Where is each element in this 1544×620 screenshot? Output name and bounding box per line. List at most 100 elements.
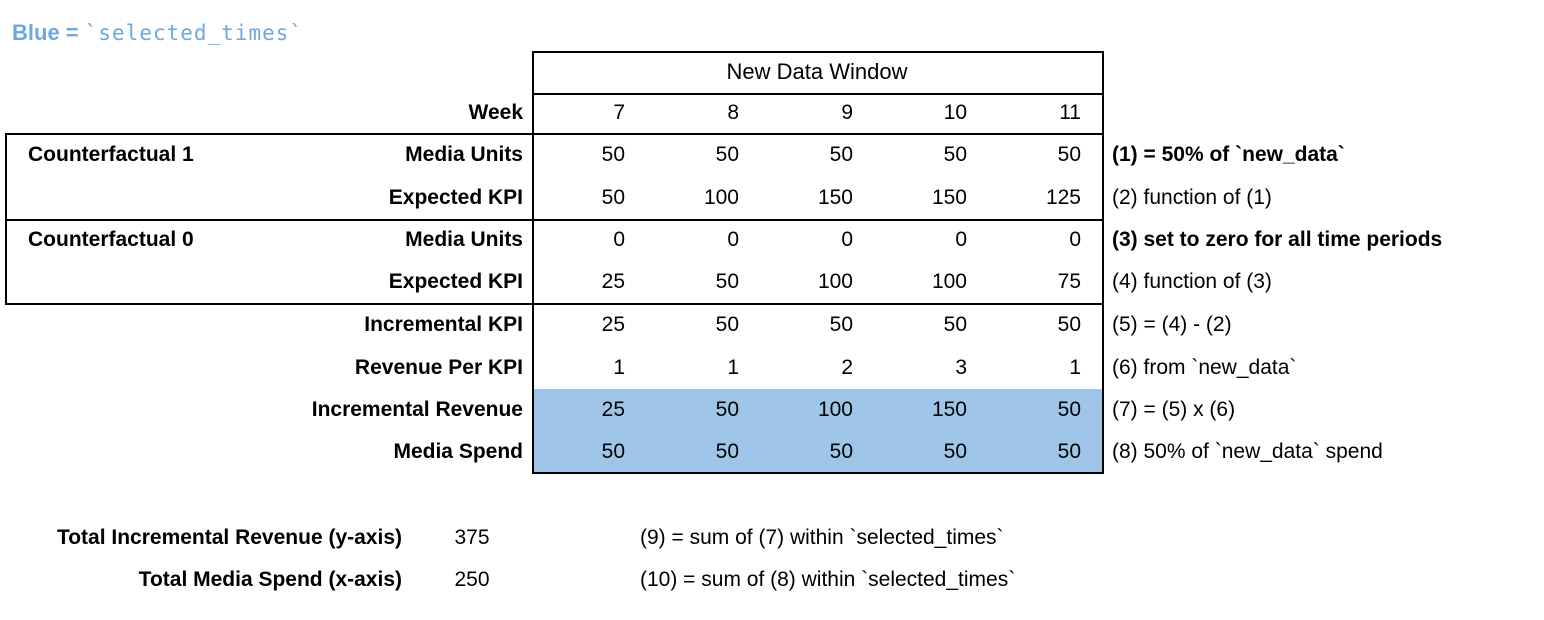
- row-label-zone: Incremental Revenue: [0, 389, 532, 431]
- selected-times-highlight: [534, 389, 1102, 473]
- data-cell: 1: [1069, 355, 1081, 379]
- data-cell: 3: [955, 355, 967, 379]
- total-media-spend-row: Total Media Spend (x-axis) 250 (10) = su…: [0, 559, 1544, 601]
- row-label: Expected KPI: [388, 185, 523, 209]
- row-note: (3) set to zero for all time periods: [1112, 228, 1443, 251]
- data-cell: 100: [817, 398, 853, 421]
- table-border-line: [5, 133, 1104, 135]
- data-cell: 50: [715, 398, 739, 421]
- data-cell: 25: [601, 270, 625, 293]
- table-border-line: [5, 219, 1104, 221]
- data-cell: 0: [613, 228, 625, 251]
- table-row: Revenue Per KPI 1 1 2 3 1 (6) from `new_…: [0, 346, 1544, 389]
- row-label: Revenue Per KPI: [354, 355, 523, 379]
- title-code: `selected_times`: [84, 21, 304, 45]
- data-cell: 0: [727, 228, 739, 251]
- data-cell: 0: [1069, 228, 1081, 251]
- data-cell: 100: [817, 270, 853, 293]
- data-cell: 50: [1057, 312, 1081, 336]
- total-incremental-revenue-row: Total Incremental Revenue (y-axis) 375 (…: [0, 517, 1544, 559]
- data-cell: 50: [1057, 440, 1081, 463]
- data-cell: 50: [601, 185, 625, 209]
- table-border-line: [5, 303, 1104, 305]
- row-label: Media Units: [405, 142, 523, 166]
- table-border-line: [532, 51, 534, 474]
- data-cell: 50: [943, 142, 967, 166]
- row-note: (6) from `new_data`: [1112, 355, 1297, 379]
- table-row: Counterfactual 1 Media Units 50 50 50 50…: [0, 133, 1544, 176]
- data-cell: 25: [601, 398, 625, 421]
- table-border-line: [5, 133, 7, 305]
- total-note: (10) = sum of (8) within `selected_times…: [640, 568, 1016, 591]
- total-label: Total Incremental Revenue (y-axis): [56, 526, 402, 549]
- data-cell: 50: [1057, 142, 1081, 166]
- table-row: Counterfactual 0 Media Units 0 0 0 0 0 (…: [0, 219, 1544, 261]
- row-note: (4) function of (3): [1112, 270, 1272, 293]
- data-cell: 50: [715, 270, 739, 293]
- data-cell: 50: [829, 142, 853, 166]
- row-note: (1) = 50% of `new_data`: [1112, 142, 1345, 166]
- row-label-zone: Expected KPI: [0, 176, 532, 219]
- data-cell: 0: [841, 228, 853, 251]
- data-cell: 50: [601, 142, 625, 166]
- row-label-zone: Counterfactual 0 Media Units: [0, 219, 532, 261]
- week-cell: 11: [1059, 101, 1081, 124]
- total-note: (9) = sum of (7) within `selected_times`: [640, 526, 1004, 549]
- data-cell: 0: [955, 228, 967, 251]
- week-row: Week 7 8 9 10 11: [0, 93, 1544, 133]
- data-cell: 75: [1057, 270, 1081, 293]
- row-label-zone: Media Spend: [0, 431, 532, 473]
- section-label: Counterfactual 0: [28, 228, 194, 251]
- total-value: 250: [454, 568, 490, 591]
- data-cell: 2: [841, 355, 853, 379]
- data-cell: 150: [931, 185, 967, 209]
- data-cell: 150: [817, 185, 853, 209]
- week-cell: 8: [727, 101, 739, 124]
- data-cell: 50: [829, 440, 853, 463]
- total-label: Total Media Spend (x-axis): [138, 568, 402, 591]
- row-label-zone: Incremental KPI: [0, 303, 532, 346]
- page-title: Blue = `selected_times`: [12, 20, 303, 46]
- row-label: Expected KPI: [388, 270, 523, 293]
- row-label: Incremental KPI: [364, 312, 523, 336]
- table-row-highlighted: Media Spend 50 50 50 50 50 (8) 50% of `n…: [0, 431, 1544, 473]
- data-cell: 150: [931, 398, 967, 421]
- week-cell: 10: [943, 101, 967, 124]
- row-label-zone: Counterfactual 1 Media Units: [0, 133, 532, 176]
- data-cell: 50: [715, 312, 739, 336]
- row-label-zone: Revenue Per KPI: [0, 346, 532, 389]
- title-prefix: Blue =: [12, 20, 85, 45]
- window-header-row: New Data Window: [0, 51, 1544, 93]
- data-cell: 50: [1057, 398, 1081, 421]
- data-cell: 1: [613, 355, 625, 379]
- table-row: Expected KPI 25 50 100 100 75 (4) functi…: [0, 261, 1544, 303]
- table-border-line: [532, 93, 1104, 95]
- table-border-line: [532, 472, 1104, 474]
- row-note: (7) = (5) x (6): [1112, 398, 1236, 421]
- data-cell: 125: [1045, 185, 1081, 209]
- row-note: (8) 50% of `new_data` spend: [1112, 440, 1383, 463]
- table-row-highlighted: Incremental Revenue 25 50 100 150 50 (7)…: [0, 389, 1544, 431]
- section-label: Counterfactual 1: [28, 142, 194, 166]
- week-cell: 7: [613, 101, 625, 124]
- data-cell: 1: [727, 355, 739, 379]
- window-header-spacer: [0, 51, 532, 93]
- row-label: Media Units: [405, 228, 523, 251]
- data-cell: 25: [601, 312, 625, 336]
- total-value: 375: [454, 526, 490, 549]
- data-cell: 50: [601, 440, 625, 463]
- week-label: Week: [468, 101, 523, 124]
- table-border-line: [1102, 51, 1104, 474]
- table-row: Expected KPI 50 100 150 150 125 (2) func…: [0, 176, 1544, 219]
- week-cell: 9: [841, 101, 853, 124]
- row-note: (5) = (4) - (2): [1112, 312, 1232, 336]
- data-cell: 50: [829, 312, 853, 336]
- week-label-zone: Week: [0, 93, 532, 133]
- table-row: Incremental KPI 25 50 50 50 50 (5) = (4)…: [0, 303, 1544, 346]
- row-note: (2) function of (1): [1112, 185, 1272, 209]
- window-header-label: New Data Window: [726, 59, 908, 84]
- data-cell: 50: [715, 142, 739, 166]
- data-cell: 100: [703, 185, 739, 209]
- data-cell: 100: [931, 270, 967, 293]
- data-cell: 50: [943, 440, 967, 463]
